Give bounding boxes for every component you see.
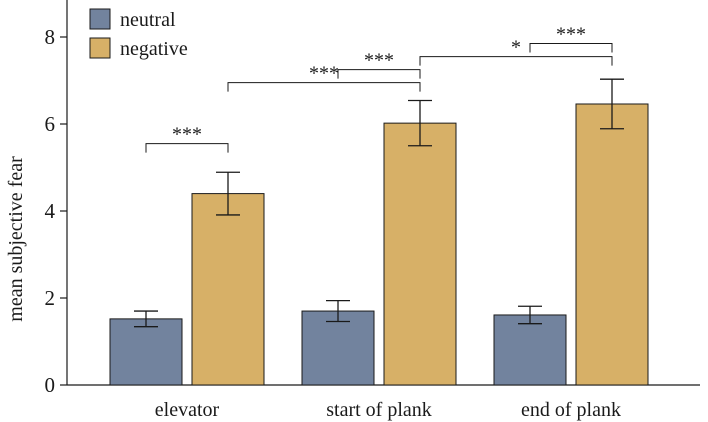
- error-bars: [134, 78, 624, 328]
- bar-negative-1: [383, 122, 457, 386]
- legend-label-negative: negative: [120, 38, 188, 60]
- significance-label-0: ***: [172, 124, 202, 146]
- bar-negative-0: [191, 193, 265, 386]
- significance-label-1: ***: [309, 63, 339, 85]
- y-tick-label-6: 6: [45, 112, 56, 136]
- bars: [109, 103, 649, 386]
- significance-brackets: *************: [145, 24, 613, 153]
- legend-swatch-negative: [89, 37, 111, 59]
- y-tick-label-0: 0: [45, 373, 56, 397]
- category-labels: elevator start of plank end of plank: [155, 399, 621, 421]
- significance-label-3: *: [511, 37, 521, 59]
- y-tick-label-8: 8: [45, 25, 56, 49]
- significance-label-4: ***: [556, 24, 586, 46]
- legend-label-neutral: neutral: [120, 9, 176, 31]
- bar-negative-2: [575, 103, 649, 386]
- y-tick-label-2: 2: [45, 286, 56, 310]
- significance-bracket-3: [419, 56, 613, 66]
- significance-bracket-0: [145, 143, 229, 153]
- bar-neutral-1: [301, 310, 375, 386]
- legend: neutral negative: [89, 8, 188, 60]
- y-tick-label-4: 4: [45, 199, 56, 223]
- significance-label-2: ***: [364, 50, 394, 72]
- bar-neutral-2: [493, 314, 567, 386]
- significance-bracket-2: [337, 69, 421, 79]
- category-label-2: end of plank: [521, 399, 621, 421]
- legend-swatch-neutral: [89, 8, 111, 30]
- significance-bracket-4: [529, 43, 613, 53]
- category-label-1: start of plank: [326, 399, 432, 421]
- significance-bracket-1: [227, 82, 421, 92]
- y-axis-label: mean subjective fear: [5, 156, 27, 322]
- category-label-0: elevator: [155, 399, 220, 421]
- bar-neutral-0: [109, 318, 183, 386]
